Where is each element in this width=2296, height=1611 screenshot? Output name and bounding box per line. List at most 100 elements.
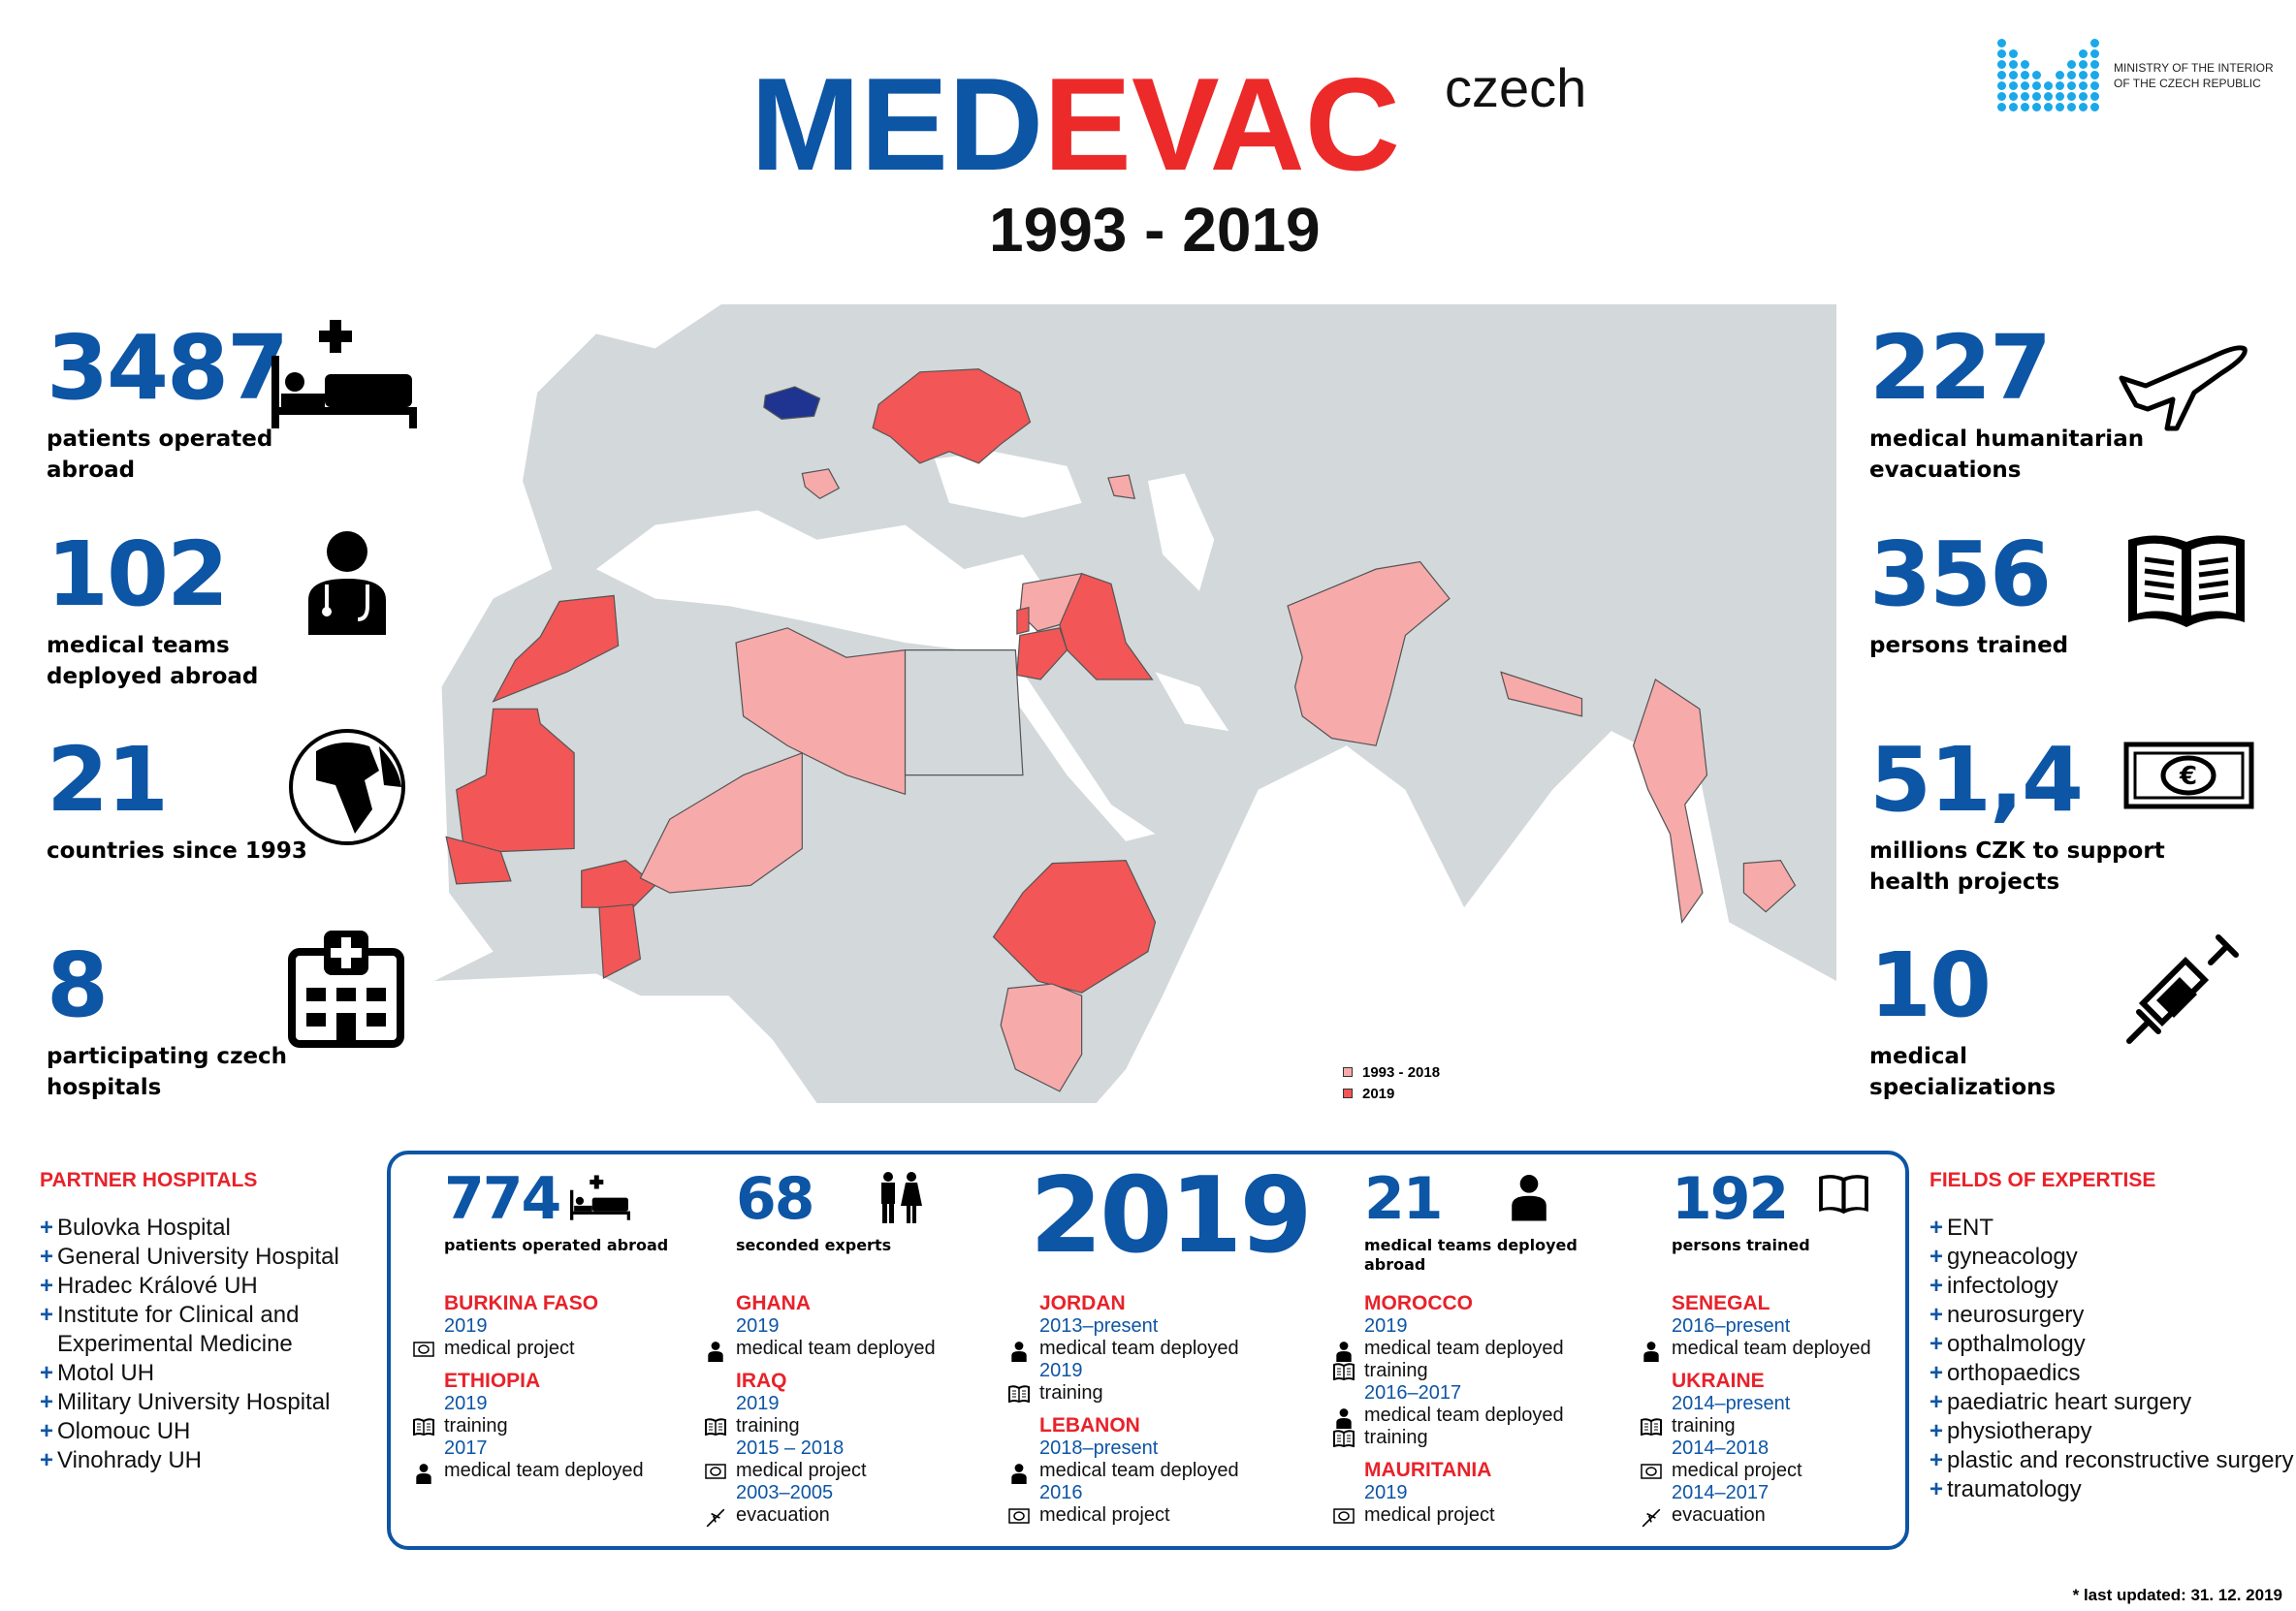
last-updated: * last updated: 31. 12. 2019 [2072,1586,2282,1604]
stat-value: 356 [1869,522,2052,626]
doctor-icon [1008,1463,1030,1484]
list-item-label: paediatric heart surgery [1947,1389,2192,1415]
activity-years: 2014–2018 [1672,1437,1770,1459]
book-icon [1817,1171,1870,1222]
stat-value: 192 [1672,1165,1789,1233]
activity-entry: 2016 medical project [1008,1482,1239,1527]
ministry-line-2: OF THE CZECH REPUBLIC [2114,76,2261,90]
doctor-icon [308,531,386,635]
activity-entry: 2014–2018 medical project [1641,1437,1914,1482]
activity-entry: 2019 training [413,1393,686,1437]
map-country-libya [735,627,907,796]
list-item-label: Military University Hospital [57,1389,331,1415]
stat-patients: 3487 patients operated abroad [47,312,454,486]
country-name: LEBANON [1039,1414,1140,1437]
activity-years: 2019 [736,1393,780,1414]
map-country-cambodia [1742,859,1797,913]
activity-entry: 2019 medical project [413,1315,686,1360]
activity-label: medical team deployed [1364,1405,1564,1426]
activity-years: 2015 – 2018 [736,1437,845,1459]
stat-value: 21 [1364,1165,1444,1233]
stat-label: medical teams deployed abroad [47,633,259,689]
hospital-bed-icon [570,1171,630,1230]
activity-label: medical project [1672,1460,1802,1481]
activity-label: medical team deployed [736,1338,936,1359]
map-country-afghanistan-pakistan [1287,560,1451,746]
activity-years: 2003–2005 [736,1482,834,1503]
banknote-icon [1333,1507,1355,1525]
legend-item: 2019 [1343,1084,1440,1105]
list-item: + physiotherapy [1929,1417,2296,1446]
list-item-label: infectology [1947,1273,2058,1299]
activity-label: training [1364,1360,1428,1381]
doctor-icon [1008,1341,1030,1362]
list-item: + infectology [1929,1272,2296,1301]
activity-years: 2018–present [1039,1437,1159,1459]
partner-hospitals: PARTNER HOSPITALS + Bulovka Hospital + Gene… [40,1169,360,1475]
list-item: + gyneacology [1929,1243,2296,1272]
activity-years: 2019 [444,1393,488,1414]
map-country-ghana [598,903,642,979]
activity-years: 2019 [1364,1315,1408,1337]
list-item-label: Olomouc UH [57,1418,191,1444]
activity-entry: 2016–2017 medical team deployed [1336,1382,1607,1429]
map-country-senegal [445,836,512,885]
plus-icon: + [40,1389,54,1415]
stat-funding: 51,4 millions CZK to support health proj… [1869,724,2277,898]
activity-label: medical project [736,1460,867,1481]
doctor-icon [705,1341,726,1362]
list-item-label: Motol UH [57,1360,155,1386]
hospital-list: + Bulovka Hospital + General University Hos… [40,1214,360,1475]
map-seas [434,304,1836,1103]
list-item: + Motol UH [40,1359,360,1388]
banknote-icon: € [2123,742,2254,809]
plus-icon: + [40,1447,54,1473]
country-block: GHANA 2019 medical team deployed [708,1292,978,1362]
activity-label: medical team deployed [1039,1338,1239,1359]
map-country-lebanon [1016,606,1030,635]
world-map [434,304,1836,1103]
list-item: + Olomouc UH [40,1417,360,1446]
plus-icon: + [1929,1418,1944,1444]
list-item-label: neurosurgery [1947,1302,2085,1328]
map-country-morocco [492,594,620,703]
activity-years: 2019 [1039,1360,1083,1381]
plus-icon: + [1929,1302,1944,1328]
list-item-label: gyneacology [1947,1244,2078,1270]
country-block: BURKINA FASO 2019 medical project [413,1292,686,1360]
stat-value: 227 [1869,316,2052,420]
country-name: SENEGAL [1672,1292,1770,1314]
section-title: FIELDS OF EXPERTISE [1929,1169,2156,1191]
list-item-label: physiotherapy [1947,1418,2092,1444]
plus-icon: + [1929,1215,1944,1241]
country-name: ETHIOPIA [444,1370,541,1392]
map-legend: 1993 - 2018 2019 [1343,1062,1440,1105]
activity-years: 2014–2017 [1672,1482,1770,1503]
stat-trained: 356 persons trained [1869,519,2277,661]
list-item-label: plastic and reconstructive surgery [1947,1447,2294,1473]
stat-2019: 68 seconded experts [736,1163,978,1282]
book-icon [1641,1418,1662,1437]
list-item: + Institute for Clinical and Experimental… [40,1301,360,1359]
activity-entry: training [1333,1427,1607,1449]
stat-label: patients operated abroad [47,426,273,483]
country-block: MAURITANIA 2019 medical project [1333,1459,1607,1527]
activity-entry: 2019 medical team deployed [1336,1315,1607,1362]
map-country-nepal [1500,671,1583,717]
map-country-bosnia [801,468,841,500]
map-country-niger [639,751,803,894]
activity-entry: training [1333,1360,1607,1382]
syringe-icon [2126,934,2239,1044]
doctor-icon [1333,1407,1355,1429]
map-country-myanmar [1632,679,1708,924]
stat-teams: 102 medical teams deployed abroad [47,519,454,692]
ministry-dots-icon [1997,39,2100,111]
list-item-label: Institute for Clinical and Experimental … [57,1302,300,1357]
list-item: + General University Hospital [40,1243,360,1272]
list-item: + plastic and reconstructive surgery [1929,1446,2296,1475]
experts-icon [877,1171,925,1230]
activity-entry: 2019 medical team deployed [708,1315,978,1362]
stat-label: countries since 1993 [47,838,307,864]
stat-value: 8 [47,933,109,1037]
book-icon [1333,1430,1355,1448]
